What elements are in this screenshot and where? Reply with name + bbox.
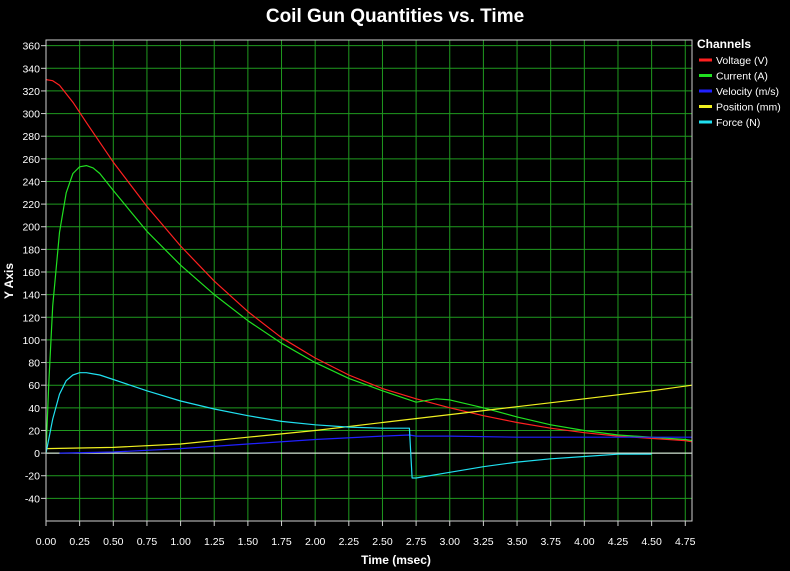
y-tick-label: 100	[22, 335, 40, 347]
series-line-2	[59, 434, 692, 454]
x-tick-label: 2.25	[339, 536, 360, 548]
y-tick-label: 40	[28, 403, 40, 415]
y-tick-labels: -40 -20 0 20 40 60 80 100 120 140 160 180 200 220 240 2…	[22, 41, 40, 506]
y-tick-label: 60	[28, 380, 40, 392]
y-tick-label: 220	[22, 199, 40, 211]
y-tick-label: 240	[22, 176, 40, 188]
plot-frame	[45, 39, 693, 522]
x-tick-label: 4.75	[675, 536, 696, 548]
x-tick-label: 2.50	[372, 536, 393, 548]
x-axis-title: Time (msec)	[361, 553, 431, 567]
y-tick-label: -20	[25, 471, 40, 483]
series-line-1	[45, 165, 693, 454]
x-tick-label: 3.50	[507, 536, 528, 548]
x-tick-label: 3.25	[473, 536, 494, 548]
legend-title: Channels	[697, 37, 751, 51]
y-tick-label: 280	[22, 131, 40, 143]
series-line-3	[45, 384, 693, 450]
y-tick-label: 0	[34, 448, 40, 460]
x-tick-label: 4.00	[574, 536, 595, 548]
legend-item-label: Current (A)	[716, 71, 768, 83]
series-line-4	[45, 372, 652, 479]
legend: Channels Voltage (V) Current (A) Velocity …	[697, 37, 781, 129]
axes	[41, 39, 693, 526]
y-tick-label: 200	[22, 222, 40, 234]
series-line-0	[45, 79, 693, 443]
x-tick-labels: 0.00 0.25 0.50 0.75 1.00 1.25 1.50 1.75 2.00 2.25…	[36, 536, 696, 548]
y-tick-label: 20	[28, 425, 40, 437]
x-tick-label: 1.50	[238, 536, 259, 548]
x-tick-label: 0.25	[69, 536, 90, 548]
y-tick-label: 340	[22, 63, 40, 75]
y-tick-label: 160	[22, 267, 40, 279]
x-tick-label: 0.50	[103, 536, 124, 548]
legend-item-label: Voltage (V)	[716, 55, 768, 67]
y-tick-label: 120	[22, 312, 40, 324]
x-tick-label: 1.25	[204, 536, 225, 548]
y-tick-label: 140	[22, 290, 40, 302]
x-tick-label: 0.75	[137, 536, 158, 548]
legend-item-label: Position (mm)	[716, 102, 781, 114]
y-tick-label: 300	[22, 109, 40, 121]
y-tick-label: 180	[22, 244, 40, 256]
x-tick-label: 4.50	[641, 536, 662, 548]
y-tick-label: 80	[28, 358, 40, 370]
legend-item-label: Force (N)	[716, 117, 760, 129]
y-axis-title: Y Axis	[2, 263, 16, 299]
x-tick-label: 1.75	[271, 536, 292, 548]
x-tick-label: 4.25	[608, 536, 629, 548]
chart-title: Coil Gun Quantities vs. Time	[266, 6, 524, 27]
legend-item-label: Velocity (m/s)	[716, 86, 779, 98]
y-tick-label: 320	[22, 86, 40, 98]
x-tick-label: 1.00	[170, 536, 191, 548]
x-tick-label: 2.00	[305, 536, 326, 548]
y-tick-label: 360	[22, 41, 40, 53]
series-lines	[45, 79, 693, 479]
x-tick-label: 2.75	[406, 536, 427, 548]
x-tick-label: 0.00	[36, 536, 57, 548]
plot-area	[46, 40, 692, 521]
y-tick-label: 260	[22, 154, 40, 166]
x-tick-label: 3.75	[540, 536, 561, 548]
y-tick-label: -40	[25, 493, 40, 505]
x-tick-label: 3.00	[440, 536, 461, 548]
